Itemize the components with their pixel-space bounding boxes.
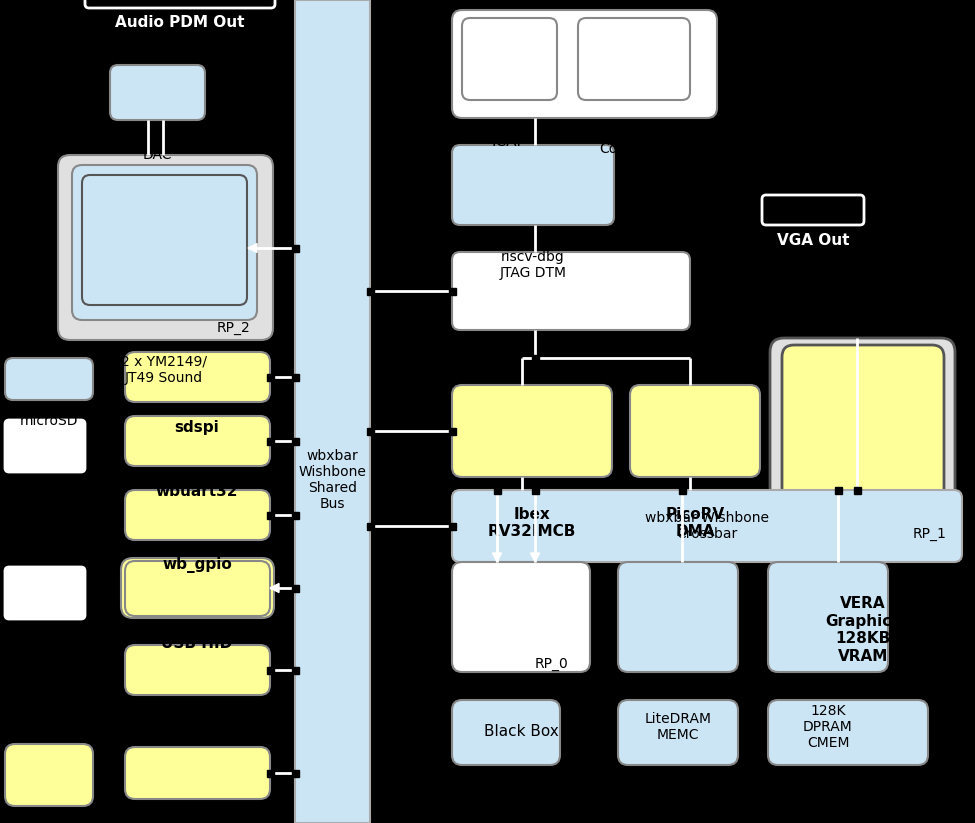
Text: SPI Flash: SPI Flash — [158, 817, 236, 823]
Bar — [266, 770, 274, 776]
Bar — [292, 667, 298, 673]
Bar — [679, 486, 685, 494]
FancyBboxPatch shape — [770, 338, 955, 546]
FancyBboxPatch shape — [125, 645, 270, 695]
Bar — [531, 355, 538, 361]
FancyBboxPatch shape — [110, 65, 205, 120]
FancyBboxPatch shape — [121, 558, 274, 618]
Bar — [367, 287, 373, 295]
FancyBboxPatch shape — [5, 358, 93, 400]
FancyBboxPatch shape — [125, 747, 270, 799]
Bar — [448, 287, 455, 295]
FancyBboxPatch shape — [630, 385, 760, 477]
Polygon shape — [270, 584, 279, 593]
Bar — [367, 427, 373, 435]
FancyBboxPatch shape — [5, 744, 93, 806]
FancyBboxPatch shape — [452, 562, 590, 672]
Text: Audio
DAC: Audio DAC — [137, 132, 176, 162]
FancyBboxPatch shape — [452, 252, 690, 330]
FancyBboxPatch shape — [125, 352, 270, 402]
Text: 2xUSB
Port: 2xUSB Port — [22, 630, 67, 660]
Text: USB HID: USB HID — [162, 635, 233, 650]
FancyBboxPatch shape — [782, 345, 944, 535]
FancyBboxPatch shape — [618, 562, 738, 672]
FancyBboxPatch shape — [452, 10, 717, 118]
FancyBboxPatch shape — [452, 385, 612, 477]
Text: riscv-dbg
JTAG DTM: riscv-dbg JTAG DTM — [499, 250, 566, 280]
Text: sdspi: sdspi — [175, 420, 219, 435]
Polygon shape — [492, 553, 501, 562]
FancyBboxPatch shape — [125, 416, 270, 466]
Bar — [493, 486, 500, 494]
Bar — [367, 523, 373, 529]
Text: Audio PDM Out: Audio PDM Out — [115, 15, 245, 30]
FancyBboxPatch shape — [295, 0, 370, 823]
Text: wbuart32: wbuart32 — [156, 483, 238, 499]
Bar — [292, 512, 298, 518]
Bar — [292, 770, 298, 776]
FancyBboxPatch shape — [768, 562, 888, 672]
Text: VGA Out: VGA Out — [777, 233, 849, 248]
Bar — [448, 523, 455, 529]
FancyBboxPatch shape — [5, 420, 85, 472]
Bar — [835, 486, 841, 494]
Text: 16MB
Flash: 16MB Flash — [27, 822, 71, 823]
FancyBboxPatch shape — [452, 145, 614, 225]
FancyBboxPatch shape — [762, 195, 864, 225]
Text: LiteDRAM
MEMC: LiteDRAM MEMC — [644, 712, 712, 742]
Text: ICAP: ICAP — [491, 133, 526, 148]
Bar — [531, 486, 538, 494]
Text: Ibex
RV32IMCB: Ibex RV32IMCB — [488, 507, 576, 539]
FancyBboxPatch shape — [125, 490, 270, 540]
Text: 256MB
DDR3: 256MB DDR3 — [654, 782, 702, 812]
FancyBboxPatch shape — [618, 700, 738, 765]
FancyBboxPatch shape — [58, 155, 273, 340]
Text: 128K
DPRAM
DMEM: 128K DPRAM DMEM — [823, 774, 873, 821]
Text: VERA
Graphics
128KB
VRAM: VERA Graphics 128KB VRAM — [826, 597, 901, 663]
FancyBboxPatch shape — [72, 165, 257, 320]
Text: RP_2: RP_2 — [216, 321, 250, 335]
Polygon shape — [530, 553, 539, 562]
Bar — [292, 584, 298, 592]
Text: wb_i2c: wb_i2c — [483, 790, 529, 804]
FancyBboxPatch shape — [452, 700, 560, 765]
FancyBboxPatch shape — [5, 567, 85, 619]
Bar — [266, 512, 274, 518]
Bar — [292, 374, 298, 380]
Bar — [292, 438, 298, 444]
Polygon shape — [248, 244, 257, 253]
Text: Wishbone
Arbiter: Wishbone Arbiter — [528, 353, 613, 385]
Text: Serial
Port: Serial Port — [22, 483, 67, 513]
Text: RP_1: RP_1 — [913, 527, 947, 541]
Bar — [448, 427, 455, 435]
Text: wb_timer: wb_timer — [158, 712, 236, 728]
Text: Black Box: Black Box — [484, 724, 559, 740]
FancyBboxPatch shape — [125, 561, 270, 616]
FancyBboxPatch shape — [578, 18, 690, 100]
FancyBboxPatch shape — [768, 700, 928, 765]
Bar — [292, 244, 298, 252]
Text: wb_gpio: wb_gpio — [162, 557, 232, 573]
Bar — [266, 374, 274, 380]
FancyBboxPatch shape — [462, 18, 557, 100]
Bar — [853, 486, 861, 494]
Bar — [266, 667, 274, 673]
Text: wbxbar
Wishbone
Shared
Bus: wbxbar Wishbone Shared Bus — [298, 449, 367, 511]
FancyBboxPatch shape — [452, 490, 962, 562]
Text: DFX
Controller: DFX Controller — [600, 126, 668, 156]
FancyBboxPatch shape — [85, 0, 275, 8]
Bar — [266, 438, 274, 444]
FancyBboxPatch shape — [82, 175, 247, 305]
Text: 2 x YM2149/
JT49 Sound: 2 x YM2149/ JT49 Sound — [121, 355, 207, 385]
Text: microSD: microSD — [20, 414, 78, 428]
Text: wbxbar Wishbone
Crossbar: wbxbar Wishbone Crossbar — [645, 511, 769, 541]
Text: RP_0: RP_0 — [535, 657, 568, 671]
Text: 128K
DPRAM
CMEM: 128K DPRAM CMEM — [803, 704, 853, 751]
Text: PicoRV
DMA: PicoRV DMA — [665, 507, 724, 539]
